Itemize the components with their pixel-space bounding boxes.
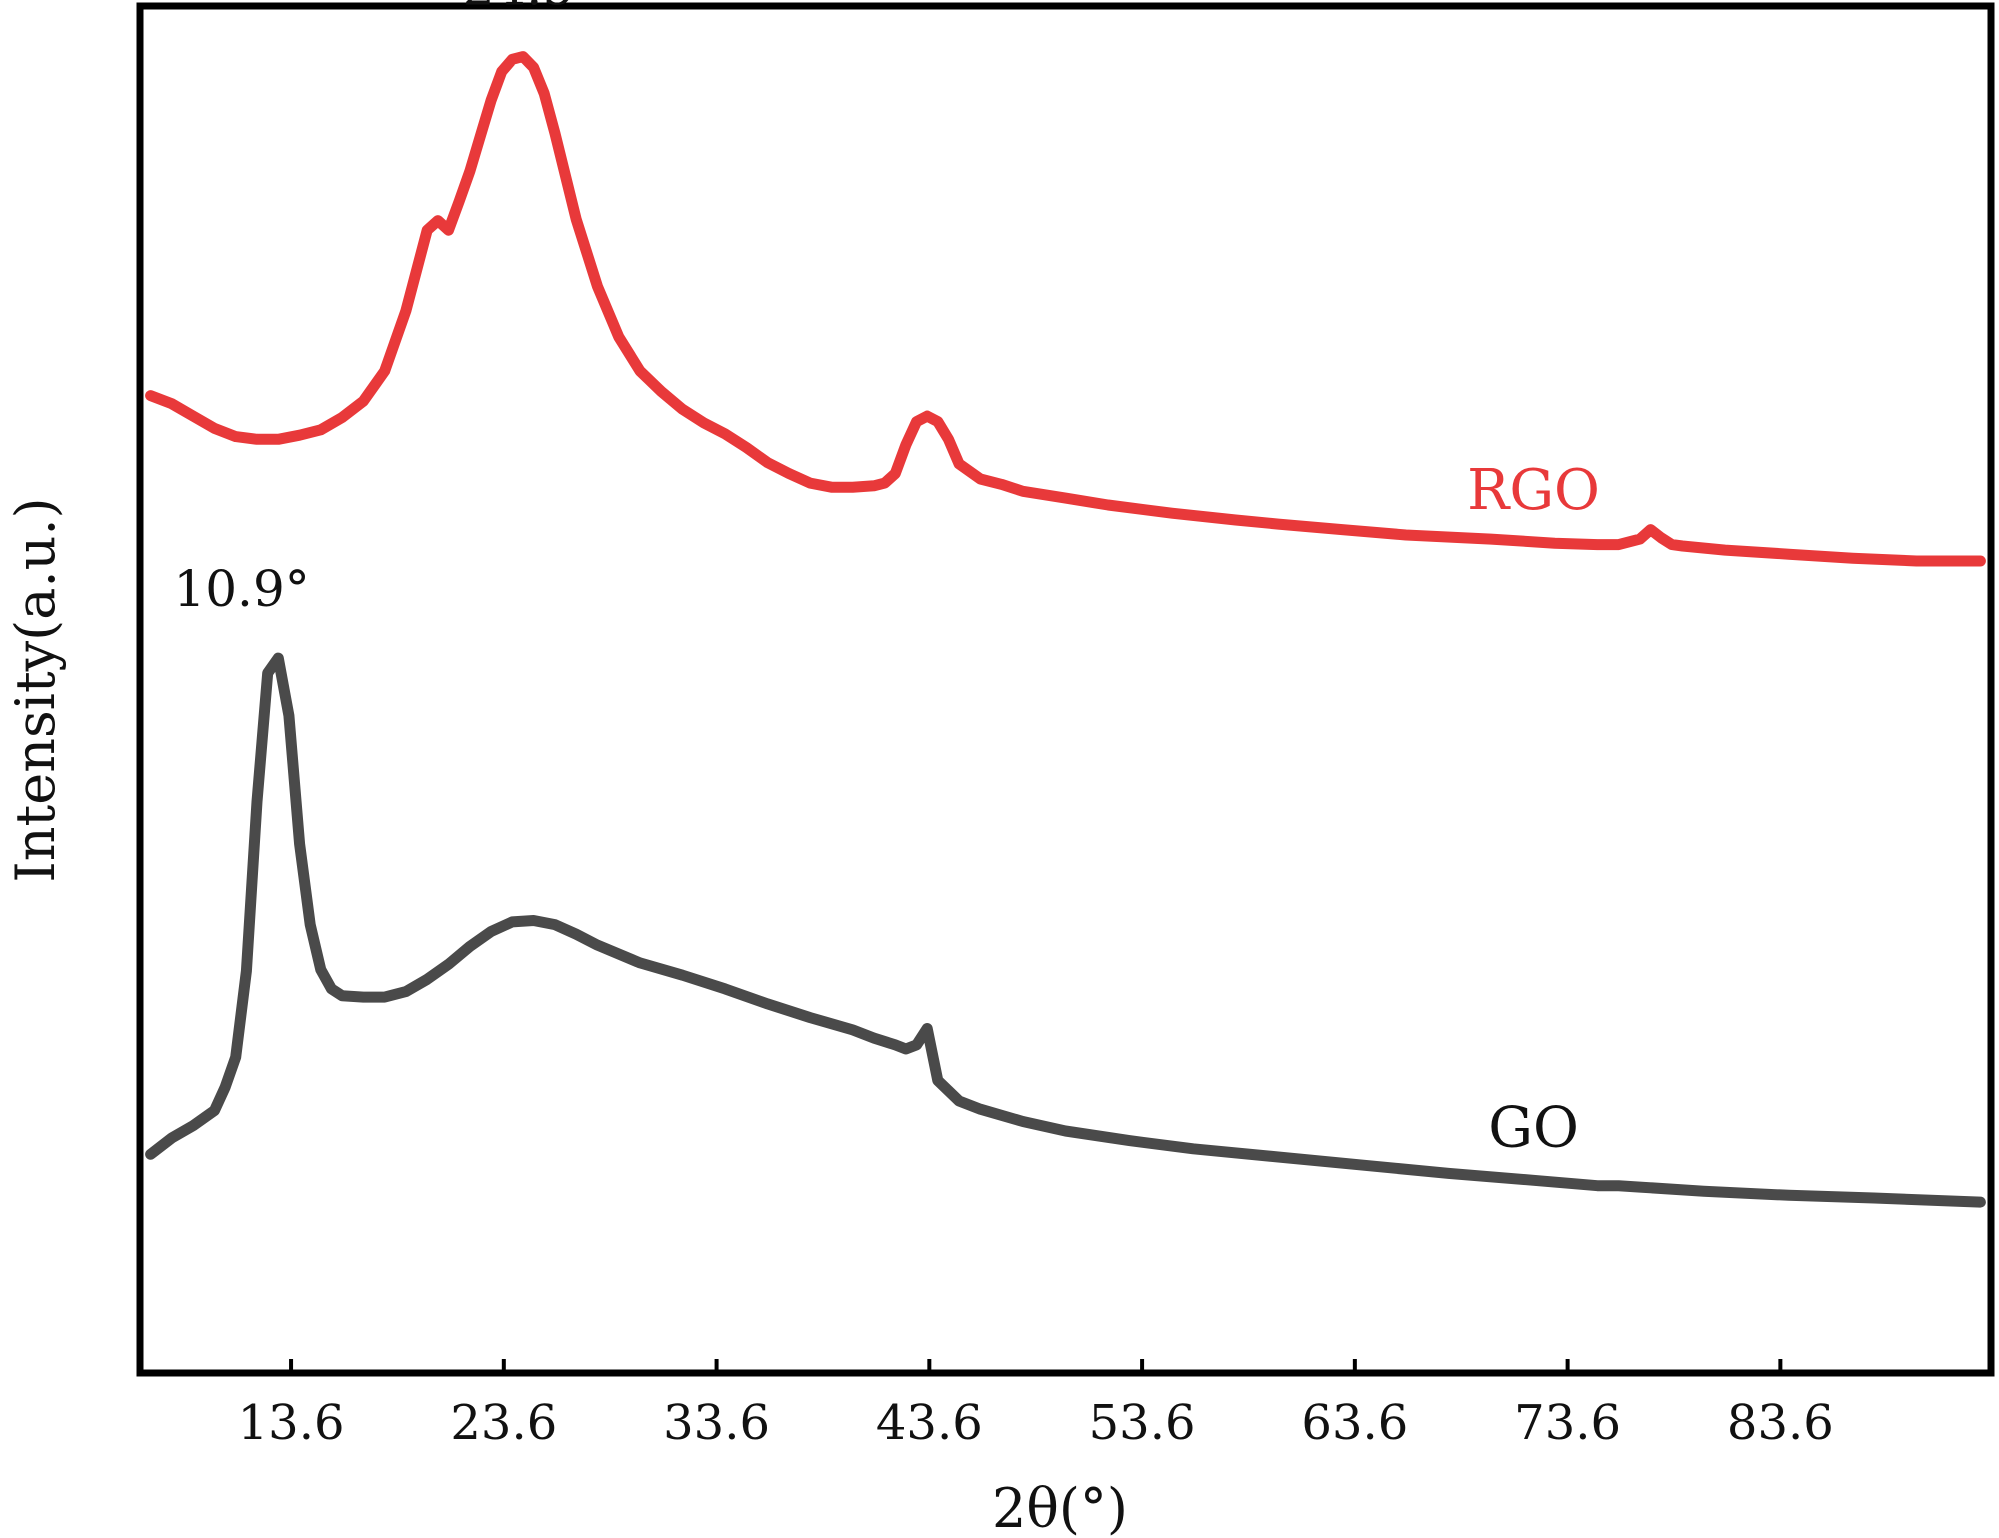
series-label-rgo: RGO <box>1467 458 1600 523</box>
plot-area <box>136 2 1995 1377</box>
x-tick-label: 53.6 <box>1089 1395 1196 1451</box>
x-tick-label: 13.6 <box>238 1395 345 1451</box>
x-tick-label: 63.6 <box>1301 1395 1408 1451</box>
x-axis-ticks <box>289 1359 1783 1373</box>
peak-annotation: 10.9° <box>173 560 309 618</box>
series-label-go: GO <box>1488 1095 1579 1160</box>
x-tick-label: 83.6 <box>1727 1395 1834 1451</box>
peak-annotation: 24.5° <box>463 0 599 17</box>
x-tick-label: 33.6 <box>663 1395 770 1451</box>
x-axis-title: 2θ(°) <box>992 1477 1128 1538</box>
y-axis-title: Intensity(a.u.) <box>4 497 67 882</box>
x-tick-label: 43.6 <box>876 1395 983 1451</box>
series-lines <box>145 51 1986 1208</box>
series-labels: RGO GO <box>1467 458 1600 1160</box>
x-axis-tick-labels: 13.6 23.6 33.6 43.6 53.6 63.6 73.6 83.6 <box>238 1395 1834 1451</box>
series-line-rgo <box>145 51 1986 567</box>
peak-annotations: 24.5° 10.9° <box>173 0 599 618</box>
series-line-go <box>145 652 1986 1208</box>
x-tick-label: 73.6 <box>1514 1395 1621 1451</box>
plot-frame <box>136 2 1995 1377</box>
x-tick-label: 23.6 <box>450 1395 557 1451</box>
